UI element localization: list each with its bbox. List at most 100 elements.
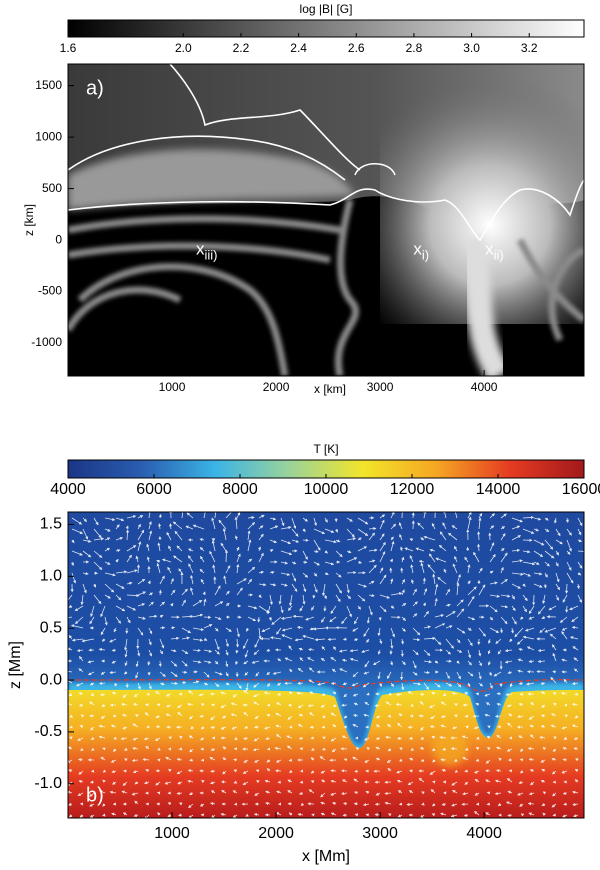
velocity-arrow [203,512,206,519]
velocity-arrow [110,759,117,763]
annotation-subscript: ii) [494,248,504,263]
velocity-arrow [203,624,213,629]
velocity-arrow [363,627,370,637]
y-tick-label: -500 [38,284,62,298]
velocity-arrow [562,758,568,762]
colorbar-tick-label: 2.0 [175,41,192,55]
velocity-arrow [146,556,150,563]
velocity-arrow [456,573,461,585]
velocity-arrow [115,594,122,601]
colorbar-tick-label: 1.6 [60,41,77,55]
velocity-arrow [552,652,557,662]
velocity-arrow [211,540,216,552]
velocity-arrow [287,605,293,611]
velocity-arrow [291,572,297,582]
velocity-arrow [121,790,128,794]
velocity-arrow [93,537,105,541]
velocity-arrow [68,702,73,706]
velocity-arrow [177,704,183,708]
velocity-arrow [148,592,154,596]
velocity-arrow [440,714,447,719]
velocity-arrow [280,550,293,556]
velocity-arrow [310,780,315,784]
velocity-arrow [302,635,315,640]
velocity-arrow [354,769,359,773]
velocity-arrow [222,527,227,541]
velocity-arrow [412,613,418,618]
velocity-arrow [511,605,516,612]
velocity-arrow [225,512,235,519]
velocity-arrow [148,627,153,635]
velocity-arrow [353,702,359,706]
velocity-arrow [170,671,178,677]
velocity-arrow [210,790,216,794]
velocity-arrow [438,544,447,552]
velocity-arrow [487,660,491,666]
velocity-arrow [464,556,469,563]
velocity-arrow [576,583,580,590]
velocity-arrow [89,616,95,625]
velocity-arrow [154,691,161,695]
velocity-arrow [235,638,240,648]
velocity-arrow [363,671,370,675]
y-axis-label: z [Mm] [7,641,24,689]
velocity-arrow [519,616,524,620]
velocity-arrow [192,613,204,618]
velocity-arrow [390,592,403,596]
velocity-arrow [124,747,128,751]
velocity-arrow [522,605,527,613]
velocity-arrow [313,539,321,551]
velocity-arrow [137,578,146,585]
velocity-arrow [467,660,472,666]
velocity-arrow [100,715,106,719]
velocity-arrow [454,758,458,762]
x-tick-label: 3000 [367,380,394,394]
velocity-arrow [577,594,582,603]
velocity-arrow [247,515,255,520]
velocity-arrow [432,573,436,585]
velocity-arrow [454,769,459,773]
velocity-arrow [312,627,326,631]
velocity-arrow [137,523,141,530]
velocity-arrow [401,603,407,607]
velocity-arrow [541,768,546,772]
velocity-arrow [565,583,569,594]
velocity-arrow [346,528,355,538]
velocity-arrow [104,547,111,552]
velocity-arrow [164,781,172,785]
velocity-arrow [132,702,139,707]
velocity-arrow [288,691,293,695]
velocity-arrow [511,559,523,563]
velocity-arrow [289,668,293,673]
velocity-arrow [218,519,227,530]
velocity-arrow [331,668,337,673]
velocity-arrow [192,599,203,607]
velocity-arrow [550,676,557,684]
velocity-arrow [456,649,463,653]
velocity-arrow [309,712,315,717]
velocity-arrow [266,714,271,717]
velocity-arrow [354,616,359,625]
velocity-arrow [157,542,161,552]
velocity-arrow [321,692,326,697]
velocity-arrow [124,660,128,667]
velocity-arrow [102,747,106,751]
velocity-arrow [577,561,583,569]
velocity-arrow [420,537,425,541]
velocity-arrow [565,605,569,613]
velocity-arrow [258,514,265,519]
velocity-arrow [445,671,450,680]
velocity-arrow [527,802,535,806]
velocity-arrow [526,646,535,651]
velocity-arrow [157,747,161,751]
velocity-arrow [261,627,271,632]
velocity-arrow [220,704,227,708]
velocity-arrow [302,550,308,560]
velocity-arrow [93,561,103,571]
velocity-arrow [177,781,183,785]
velocity-arrow [305,616,315,621]
velocity-arrow [494,779,502,783]
velocity-arrow [214,627,219,632]
velocity-arrow [396,770,403,774]
velocity-arrow [377,649,381,655]
